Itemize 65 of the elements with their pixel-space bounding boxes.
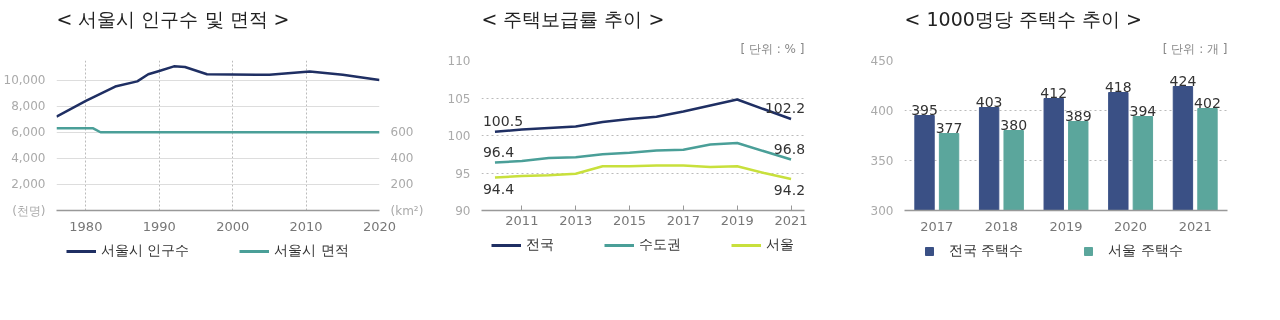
- y-tick-label: 350: [870, 154, 894, 168]
- legend-label: 서울시 면적: [274, 242, 349, 260]
- y-tick-label: 95: [455, 166, 471, 181]
- legend-label: 서울시 인구수: [101, 242, 190, 260]
- chart-title: < 서울시 인구수 및 면적 >: [56, 7, 290, 30]
- y-tick-label: 300: [870, 204, 894, 218]
- x-tick-label: 2021: [774, 212, 808, 228]
- x-tick-label: 2021: [1178, 218, 1212, 234]
- y-tick-label: 8,000: [11, 99, 46, 114]
- y-tick-label: 100: [447, 129, 471, 143]
- data-label: 389: [1064, 107, 1092, 124]
- text: [ 단위 : % ]: [740, 41, 805, 56]
- data-label: 395: [911, 101, 938, 118]
- x-tick-label: 1980: [69, 218, 103, 234]
- y2-tick-label: 400: [390, 151, 414, 166]
- y2-tick-label: 600: [390, 125, 414, 140]
- data-label: 100.5: [482, 112, 524, 129]
- chart-title: < 주택보급률 추이 >: [481, 7, 665, 30]
- line-series: [56, 65, 380, 118]
- data-label: 412: [1040, 84, 1068, 101]
- data-label: 403: [975, 93, 1003, 110]
- x-tick-label: 2020: [362, 218, 397, 234]
- x-tick-label: 2019: [1049, 218, 1083, 234]
- y-tick-label: 4,000: [11, 151, 46, 166]
- x-tick-label: 2019: [720, 212, 754, 228]
- legend-label: 전국: [526, 236, 554, 254]
- x-tick-label: 2017: [920, 218, 954, 234]
- y-tick-label: 105: [447, 91, 471, 106]
- x-tick-label: 2015: [613, 212, 647, 228]
- y-tick-label: 6,000: [11, 125, 46, 140]
- data-label: 94.4: [482, 180, 515, 197]
- data-label: 96.8: [773, 140, 806, 157]
- x-tick-label: 2000: [216, 218, 250, 234]
- x-tick-label: 1990: [142, 218, 176, 234]
- data-label: 94.2: [773, 182, 806, 198]
- y2-tick-label: (km²): [390, 203, 424, 218]
- legend-label: 서울: [766, 236, 794, 254]
- data-label: 96.4: [482, 143, 515, 160]
- line-series: [493, 164, 793, 181]
- text: [ 단위 : 개 ]: [1162, 41, 1228, 56]
- data-label: 102.2: [764, 100, 806, 116]
- x-tick-label: 2010: [289, 218, 323, 234]
- legend-label: 서울 주택수: [1108, 242, 1183, 260]
- data-label: 424: [1169, 72, 1197, 89]
- data-label: 394: [1129, 102, 1157, 119]
- y-tick-label: 10,000: [3, 73, 46, 88]
- data-label: 380: [1000, 116, 1028, 133]
- data-label: 418: [1104, 78, 1132, 95]
- x-tick-label: 2020: [1114, 218, 1148, 234]
- x-tick-label: 2011: [505, 212, 539, 228]
- y-tick-label: 90: [455, 204, 471, 218]
- x-tick-label: 2018: [984, 218, 1018, 234]
- y-tick-label: 110: [447, 54, 471, 68]
- data-label: 402: [1194, 94, 1221, 111]
- data-label: 377: [935, 119, 963, 136]
- y-tick-label: (천명): [12, 203, 46, 218]
- x-tick-label: 2017: [666, 212, 700, 228]
- legend-label: 수도권: [639, 236, 681, 254]
- y-tick-label: 450: [870, 54, 894, 68]
- legend-label: 전국 주택수: [949, 242, 1024, 260]
- y-tick-label: 2,000: [11, 177, 46, 192]
- y-tick-label: 400: [870, 104, 894, 118]
- chart-title: < 1000명당 주택수 추이 >: [904, 7, 1142, 30]
- y2-tick-label: 200: [390, 177, 414, 192]
- x-tick-label: 2013: [559, 212, 593, 228]
